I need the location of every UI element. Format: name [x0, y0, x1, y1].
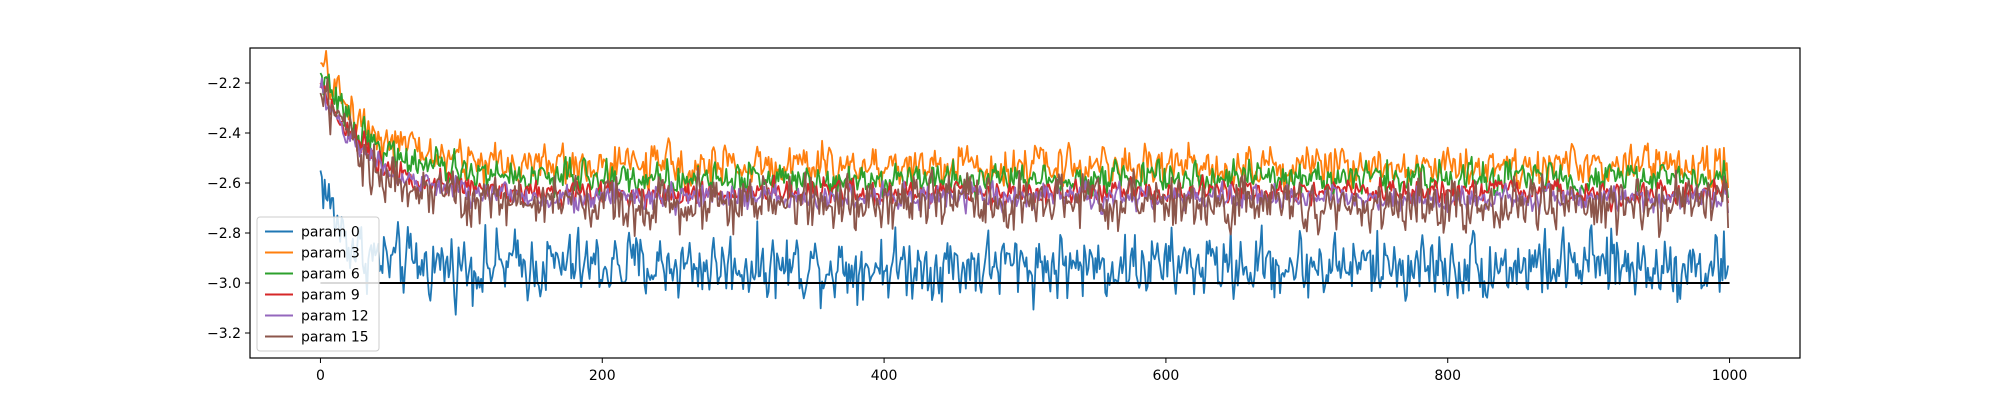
series-line-param-0: [319, 170, 1730, 316]
y-tick-label: −2.8: [207, 226, 241, 242]
plot-frame: [249, 47, 1801, 359]
x-tick-label: 0: [316, 368, 325, 384]
legend-entry: param 3: [301, 246, 360, 262]
x-tick-label: 600: [1153, 368, 1180, 384]
series-layer: [319, 49, 1730, 316]
legend-box: [256, 216, 380, 352]
legend-entry: param 6: [301, 267, 360, 283]
x-axis: 0 200 400 600 800 1000: [316, 358, 1747, 384]
legend-entry: param 15: [301, 330, 369, 346]
y-tick-label: −2.2: [207, 76, 241, 92]
y-tick-label: −2.6: [207, 176, 241, 192]
y-tick-label: −3.2: [207, 326, 241, 342]
legend-entry: param 9: [301, 288, 360, 304]
x-tick-label: 200: [589, 368, 616, 384]
x-tick-label: 800: [1434, 368, 1461, 384]
y-axis: −3.2 −3.0 −2.8 −2.6 −2.4 −2.2: [207, 76, 250, 342]
legend-entry: param 0: [301, 225, 360, 241]
y-tick-label: −3.0: [207, 276, 241, 292]
x-tick-label: 400: [871, 368, 898, 384]
x-tick-label: 1000: [1712, 368, 1748, 384]
series-line-param-12: [319, 77, 1730, 216]
y-tick-label: −2.4: [207, 126, 241, 142]
legend: param 0 param 3 param 6 param 9 param 12 para…: [256, 216, 380, 352]
legend-entry: param 12: [301, 309, 369, 325]
series-line-param-15: [319, 77, 1730, 239]
